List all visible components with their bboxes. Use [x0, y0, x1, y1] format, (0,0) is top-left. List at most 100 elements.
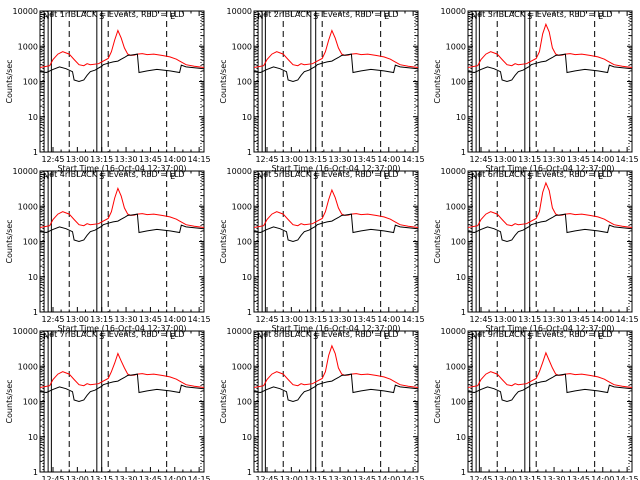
interval-marker-label: E: [598, 332, 603, 341]
x-tick-label: 12:45: [41, 155, 64, 164]
panel-title: Det 1r BLACK = Events, RED = LLD: [43, 10, 185, 19]
x-tick-label: 13:45: [139, 475, 162, 480]
interval-marker-label: E: [598, 172, 603, 181]
y-tick-label: 10: [28, 113, 38, 122]
x-tick-label: 13:00: [280, 155, 303, 164]
x-tick-label: 12:45: [469, 155, 492, 164]
y-tick-label: 100: [23, 398, 38, 407]
interval-marker-label: E: [170, 332, 175, 341]
x-tick-label: 13:45: [353, 155, 376, 164]
x-tick-label: 12:45: [41, 315, 64, 324]
x-tick-label: 13:00: [280, 475, 303, 480]
x-axis-label: Start Time (16-Oct-04 12:37:00): [57, 164, 186, 173]
y-axis-label: Counts/sec: [433, 379, 442, 423]
events-series-line: [40, 53, 204, 83]
y-tick-label: 10000: [13, 327, 38, 336]
panel-title: Det 3r BLACK = Events, RED = LLD: [471, 10, 613, 19]
interval-marker-label: E: [598, 12, 603, 21]
x-tick-label: 12:45: [469, 315, 492, 324]
y-tick-label: 10: [456, 113, 466, 122]
y-tick-label: 1: [247, 148, 252, 157]
y-tick-label: 10: [242, 433, 252, 442]
plot-frame: [39, 10, 205, 153]
x-tick-label: 13:00: [494, 475, 517, 480]
detector-panel-5: Det 5r BLACK = Events, RED = LLD 1 10 100 10…: [219, 167, 425, 333]
x-tick-label: 13:15: [518, 315, 541, 324]
x-tick-label: 13:00: [494, 155, 517, 164]
interval-marker-label: S: [99, 172, 104, 181]
y-tick-label: 1: [461, 468, 466, 477]
x-tick-label: 13:15: [304, 315, 327, 324]
x-tick-label: 14:15: [616, 475, 639, 480]
lld-series-line: [40, 186, 204, 228]
y-tick-label: 10: [242, 273, 252, 282]
y-tick-label: 1000: [18, 202, 38, 211]
x-tick-label: 13:15: [304, 475, 327, 480]
lld-series-line: [468, 181, 632, 228]
x-tick-label: 13:15: [518, 475, 541, 480]
x-tick-label: 13:45: [567, 315, 590, 324]
y-axis-label: Counts/sec: [219, 379, 228, 423]
y-tick-label: 1000: [446, 42, 466, 51]
y-axis-label: Counts/sec: [219, 59, 228, 103]
lld-series-line: [40, 352, 204, 388]
y-axis-label: Counts/sec: [433, 59, 442, 103]
lld-series-line: [468, 351, 632, 388]
y-tick-label: 1000: [232, 42, 252, 51]
y-tick-label: 100: [23, 238, 38, 247]
events-series-line: [40, 373, 204, 403]
x-tick-label: 13:00: [494, 315, 517, 324]
y-tick-label: 10: [28, 433, 38, 442]
x-tick-label: 13:00: [66, 155, 89, 164]
detector-panel-1: Det 1r BLACK = Events, RED = LLD 1 10 100 10…: [5, 7, 211, 173]
plot-frame: [467, 330, 633, 473]
interval-marker-label: E: [170, 172, 175, 181]
y-tick-label: 100: [237, 238, 252, 247]
x-tick-label: 14:00: [163, 475, 186, 480]
y-tick-label: 100: [23, 78, 38, 87]
y-tick-label: 10000: [13, 7, 38, 16]
detector-panel-7: Det 7r BLACK = Events, RED = LLD 1 10 100 10…: [5, 327, 211, 480]
y-tick-label: 10: [456, 273, 466, 282]
y-tick-label: 100: [451, 238, 466, 247]
plot-frame: [39, 330, 205, 473]
detector-panel-2: Det 2r BLACK = Events, RED = LLD 1 10 100 10…: [219, 7, 425, 173]
y-tick-label: 10000: [441, 7, 466, 16]
detector-panel-8: Det 8r BLACK = Events, RED = LLD 1 10 100 10…: [219, 327, 425, 480]
interval-marker-label: S: [527, 12, 532, 21]
interval-marker-label: S: [99, 332, 104, 341]
interval-marker-label: N: [258, 12, 264, 21]
x-tick-label: 14:00: [377, 315, 400, 324]
x-tick-label: 14:15: [188, 475, 211, 480]
x-tick-label: 13:15: [90, 315, 113, 324]
y-tick-label: 10: [456, 433, 466, 442]
x-tick-label: 13:30: [115, 315, 138, 324]
y-tick-label: 10000: [227, 7, 252, 16]
interval-marker-label: S: [527, 172, 532, 181]
interval-marker-label: S: [527, 332, 532, 341]
y-tick-label: 1000: [446, 202, 466, 211]
y-tick-label: 10000: [441, 167, 466, 176]
events-series-line: [40, 213, 204, 243]
plot-frame: [39, 170, 205, 313]
y-tick-label: 100: [451, 398, 466, 407]
x-axis-label: Start Time (16-Oct-04 12:37:00): [271, 164, 400, 173]
interval-marker-label: S: [99, 12, 104, 21]
y-tick-label: 1000: [18, 42, 38, 51]
y-tick-label: 1: [461, 148, 466, 157]
y-tick-label: 10000: [227, 327, 252, 336]
interval-marker-label: E: [384, 172, 389, 181]
x-axis-label: Start Time (16-Oct-04 12:37:00): [57, 324, 186, 333]
y-tick-label: 10: [28, 273, 38, 282]
events-series-line: [254, 213, 418, 243]
x-tick-label: 13:30: [115, 475, 138, 480]
lld-series-line: [468, 22, 632, 68]
x-tick-label: 13:30: [115, 155, 138, 164]
panel-title: Det 4r BLACK = Events, RED = LLD: [43, 170, 185, 179]
detector-panel-4: Det 4r BLACK = Events, RED = LLD 1 10 100 10…: [5, 167, 211, 333]
x-tick-label: 12:45: [255, 475, 278, 480]
events-series-line: [254, 373, 418, 403]
